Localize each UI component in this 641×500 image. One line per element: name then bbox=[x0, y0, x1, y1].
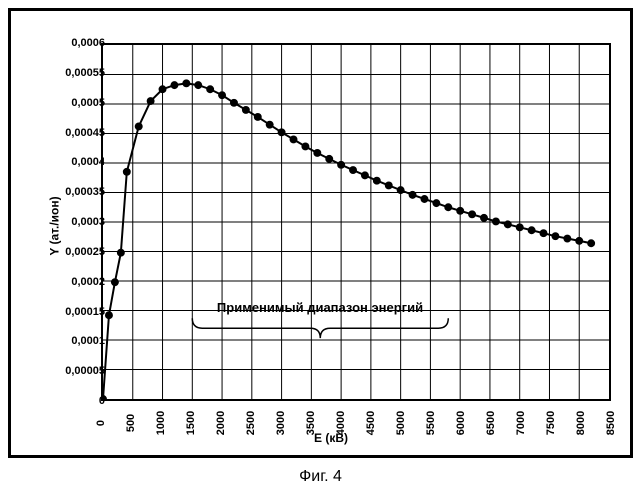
y-axis-label: Y (ат./ион) bbox=[48, 196, 62, 255]
y-tick-label: 0,00005 bbox=[65, 365, 105, 377]
chart-frame: Y (ат./ион) E (кВ) 00,000050,00010,00015… bbox=[8, 8, 633, 458]
y-tick-label: 0,0006 bbox=[71, 37, 105, 49]
x-tick-label: 3500 bbox=[305, 411, 317, 435]
y-tick-label: 0,0001 bbox=[71, 335, 105, 347]
y-tick-label: 0,00015 bbox=[65, 306, 105, 318]
x-tick-label: 4000 bbox=[335, 411, 347, 435]
x-tick-label: 4500 bbox=[365, 411, 377, 435]
x-tick-label: 1000 bbox=[155, 411, 167, 435]
y-tick-label: 0,0002 bbox=[71, 276, 105, 288]
x-tick-label: 5000 bbox=[395, 411, 407, 435]
x-tick-label: 6500 bbox=[485, 411, 497, 435]
annotation-text: Применимый диапазон энергий bbox=[217, 300, 423, 315]
x-tick-label: 500 bbox=[125, 414, 137, 432]
x-tick-label: 7500 bbox=[545, 411, 557, 435]
x-tick-label: 3000 bbox=[275, 411, 287, 435]
x-tick-label: 1500 bbox=[185, 411, 197, 435]
y-tick-label: 0,00025 bbox=[65, 246, 105, 258]
x-tick-label: 2000 bbox=[215, 411, 227, 435]
x-tick-label: 6000 bbox=[455, 411, 467, 435]
chart-container: Y (ат./ион) E (кВ) 00,000050,00010,00015… bbox=[31, 29, 621, 449]
plot-area bbox=[101, 43, 611, 401]
x-tick-label: 7000 bbox=[515, 411, 527, 435]
y-tick-label: 0,00045 bbox=[65, 127, 105, 139]
y-tick-label: 0,0003 bbox=[71, 216, 105, 228]
y-tick-label: 0,0004 bbox=[71, 156, 105, 168]
x-tick-label: 8000 bbox=[575, 411, 587, 435]
figure-caption: Фиг. 4 bbox=[0, 468, 641, 486]
y-tick-label: 0,00055 bbox=[65, 67, 105, 79]
y-tick-label: 0,0005 bbox=[71, 97, 105, 109]
x-tick-label: 2500 bbox=[245, 411, 257, 435]
x-tick-label: 8500 bbox=[605, 411, 617, 435]
y-tick-label: 0 bbox=[99, 395, 105, 407]
x-tick-label: 0 bbox=[95, 420, 107, 426]
x-tick-label: 5500 bbox=[425, 411, 437, 435]
y-tick-label: 0,00035 bbox=[65, 186, 105, 198]
